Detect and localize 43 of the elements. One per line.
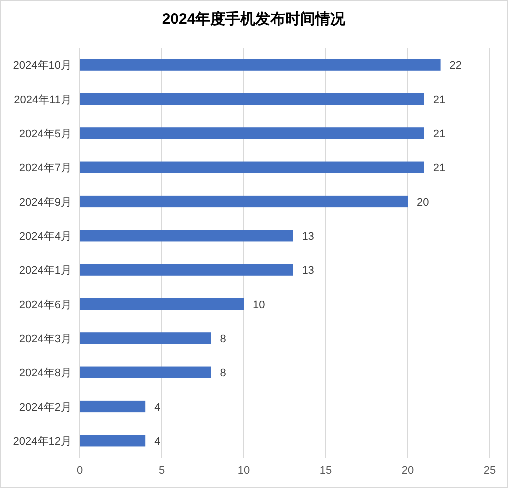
y-tick-label: 2024年7月: [19, 162, 72, 175]
y-tick-label: 2024年10月: [13, 60, 72, 72]
y-tick-label: 2024年8月: [19, 368, 72, 380]
y-tick-label: 2024年1月: [19, 265, 72, 278]
x-tick-label: 20: [402, 465, 414, 477]
y-tick-label: 2024年6月: [19, 299, 72, 312]
chart-title: 2024年度手机发布时间情况: [162, 10, 347, 28]
data-label: 21: [433, 162, 446, 175]
data-label: 21: [433, 128, 446, 140]
y-tick-label: 2024年12月: [13, 436, 72, 448]
bar: [80, 366, 212, 378]
bar: [80, 196, 408, 208]
y-tick-label: 2024年5月: [19, 128, 72, 140]
data-label: 21: [433, 94, 446, 106]
y-tick-label: 2024年4月: [19, 230, 72, 243]
data-label: 13: [302, 265, 314, 278]
bar: [80, 162, 424, 174]
bar: [80, 93, 424, 106]
bar: [80, 435, 146, 447]
data-label: 8: [220, 333, 226, 346]
y-tick-label: 2024年11月: [14, 94, 72, 106]
data-label: 4: [154, 436, 161, 448]
data-label: 20: [417, 196, 430, 209]
bar: [80, 264, 294, 276]
bar: [80, 400, 146, 413]
data-label: 13: [302, 230, 314, 243]
x-tick-label: 15: [320, 465, 332, 477]
x-tick-label: 25: [484, 465, 496, 477]
data-label: 8: [220, 368, 226, 380]
bar: [80, 230, 294, 242]
y-tick-label: 2024年9月: [19, 196, 72, 209]
bar: [80, 59, 441, 71]
bar: [80, 128, 424, 140]
bar: [80, 298, 244, 310]
x-tick-label: 5: [158, 465, 166, 477]
y-tick-label: 2024年3月: [19, 333, 72, 346]
x-tick-label: 10: [238, 465, 250, 477]
data-label: 22: [450, 60, 462, 72]
y-tick-label: 2024年2月: [19, 402, 72, 414]
data-label: 10: [253, 299, 266, 312]
bar: [80, 332, 212, 344]
x-tick-label: 0: [76, 465, 84, 477]
data-label: 4: [154, 402, 161, 414]
